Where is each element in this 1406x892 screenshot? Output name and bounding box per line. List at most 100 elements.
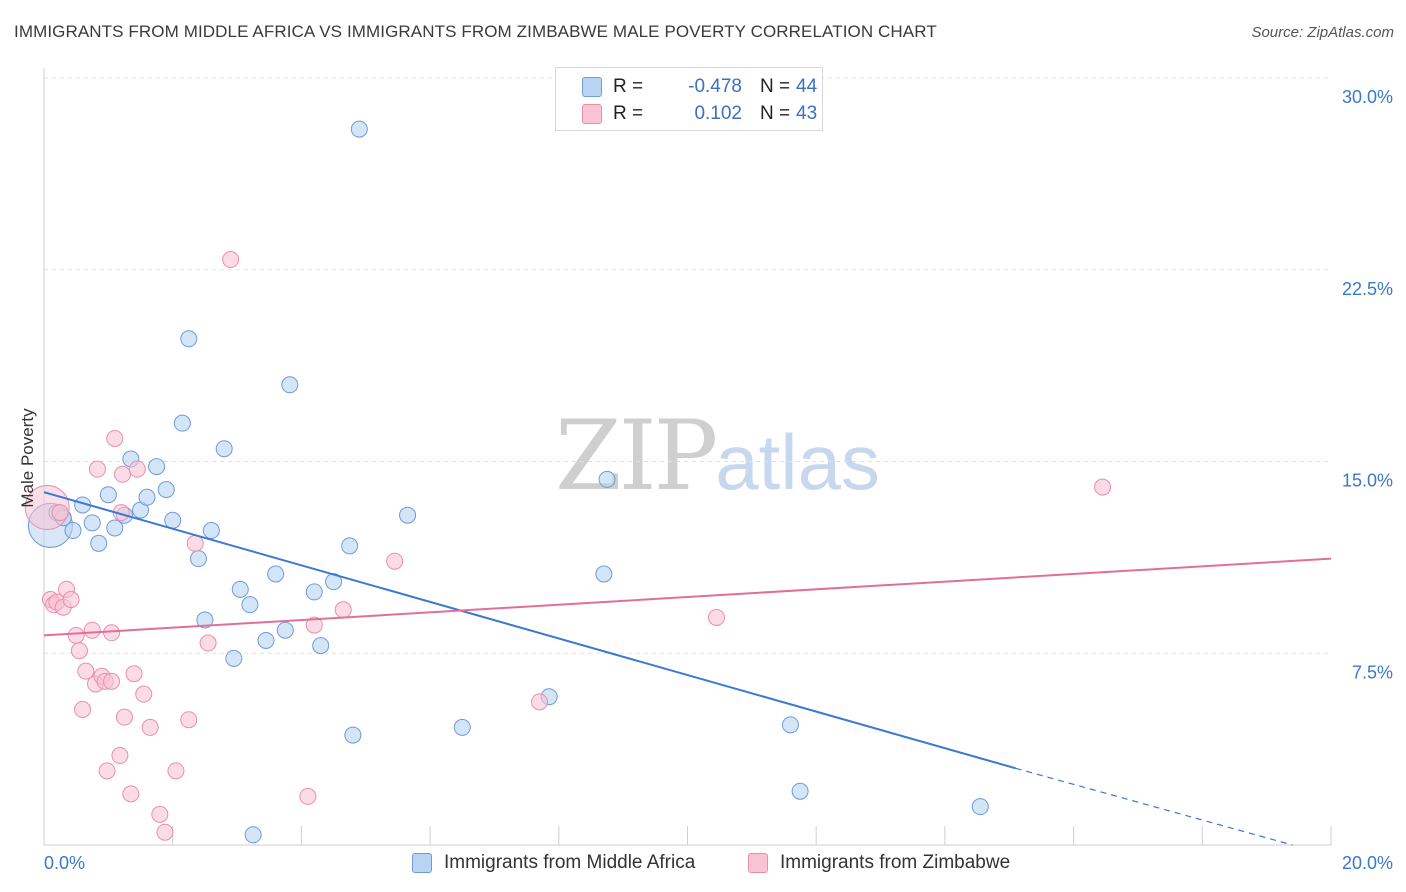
- tick-labels: 7.5% 15.0% 22.5% 30.0% 0.0% 20.0%: [44, 87, 1393, 873]
- zimbabwe-point: [222, 251, 240, 269]
- correlation-legend: R = -0.478 N = 44 R = 0.102 N = 43: [555, 67, 823, 131]
- zimbabwe-point: [77, 662, 95, 680]
- zimbabwe-point: [199, 634, 217, 652]
- x-tick-label: 0.0%: [44, 853, 85, 873]
- middle-africa-point: [595, 565, 613, 583]
- legend-r-label: R =: [613, 103, 644, 124]
- middle-africa-point: [189, 550, 207, 568]
- zimbabwe-point: [141, 718, 159, 736]
- middle-africa-point: [399, 506, 417, 524]
- middle-africa-point: [180, 330, 198, 348]
- middle-africa-point: [350, 120, 368, 138]
- legend-n-value: 43: [796, 103, 818, 124]
- middle-africa-point: [344, 726, 362, 744]
- middle-africa-point: [173, 414, 191, 432]
- middle-africa-point: [106, 519, 124, 537]
- middle-africa-point: [341, 537, 359, 555]
- zimbabwe-point: [135, 685, 153, 703]
- middle-africa-point: [164, 511, 182, 529]
- zimbabwe-point: [114, 465, 132, 483]
- zimbabwe-point: [299, 787, 317, 805]
- middle-africa-point: [231, 580, 249, 598]
- middle-africa-point: [267, 565, 285, 583]
- middle-africa-point: [281, 376, 299, 394]
- middle-africa-point: [83, 514, 101, 532]
- zimbabwe-point: [122, 785, 140, 803]
- zimbabwe-point: [103, 672, 121, 690]
- zimbabwe-point: [180, 711, 198, 729]
- zimbabwe-point: [386, 552, 404, 570]
- zimbabwe-point: [125, 665, 143, 683]
- middle-africa-point: [244, 826, 262, 844]
- zimbabwe-point: [167, 762, 185, 780]
- legend-n-label: N =: [760, 103, 791, 124]
- y-tick-label: 15.0%: [1342, 471, 1393, 491]
- middle-africa-point: [148, 458, 166, 476]
- legend-r-value: -0.478: [688, 76, 742, 97]
- zimbabwe-point: [334, 601, 352, 619]
- chart-source: Source: ZipAtlas.com: [1251, 24, 1394, 41]
- zimbabwe-point: [51, 504, 69, 522]
- middle-africa-point: [138, 488, 156, 506]
- zimbabwe-point: [70, 642, 88, 660]
- middle-africa-point: [971, 798, 989, 816]
- middle-africa-point: [99, 486, 117, 504]
- zimbabwe-swatch: [582, 104, 602, 124]
- bottom-legend-label: Immigrants from Zimbabwe: [780, 852, 1011, 873]
- zimbabwe-point: [88, 460, 106, 478]
- middle-africa-point: [312, 637, 330, 655]
- y-tick-label: 22.5%: [1342, 279, 1393, 299]
- middle-africa-point: [90, 534, 108, 552]
- middle-africa-point: [781, 716, 799, 734]
- middle-africa-point: [157, 481, 175, 499]
- y-tick-label: 30.0%: [1342, 87, 1393, 107]
- zimbabwe-point: [62, 591, 80, 609]
- zimbabwe-point: [151, 805, 169, 823]
- y-tick-label: 7.5%: [1352, 662, 1393, 682]
- zimbabwe-point: [111, 747, 129, 765]
- zimbabwe-point: [103, 624, 121, 642]
- zimbabwe-point: [530, 693, 548, 711]
- zimbabwe-point: [1094, 478, 1112, 496]
- zimbabwe-point: [128, 460, 146, 478]
- middle-africa-point: [791, 782, 809, 800]
- zimbabwe-point: [67, 626, 85, 644]
- zimbabwe-swatch: [748, 853, 768, 873]
- middle-africa-point: [64, 522, 82, 540]
- bottom-legend-label: Immigrants from Middle Africa: [444, 852, 696, 873]
- middle-africa-point: [453, 718, 471, 736]
- trend-lines: [43, 491, 1332, 846]
- legend-n-value: 44: [796, 76, 818, 97]
- zimbabwe-point: [106, 429, 124, 447]
- zimbabwe-point: [156, 823, 174, 841]
- zimbabwe-point: [115, 708, 133, 726]
- middle-africa-point: [225, 649, 243, 667]
- zimbabwe-trend-line: [43, 557, 1332, 637]
- middle-africa-point: [305, 583, 323, 601]
- middle-africa-points: [27, 120, 989, 844]
- middle-africa-trend-extension: [1015, 767, 1293, 846]
- chart-title: IMMIGRANTS FROM MIDDLE AFRICA VS IMMIGRA…: [14, 22, 937, 41]
- middle-africa-swatch: [582, 77, 602, 97]
- legend-n-label: N =: [760, 76, 791, 97]
- middle-africa-trend-line: [43, 491, 1016, 770]
- y-axis-label: Male Poverty: [18, 408, 37, 508]
- middle-africa-point: [215, 440, 233, 458]
- middle-africa-point: [257, 631, 275, 649]
- zimbabwe-point: [707, 608, 725, 626]
- legend-r-value: 0.102: [694, 103, 742, 124]
- grid: [44, 77, 1331, 654]
- zimbabwe-point: [74, 700, 92, 718]
- middle-africa-point: [598, 470, 616, 488]
- middle-africa-point: [196, 611, 214, 629]
- zimbabwe-points: [24, 251, 1112, 841]
- watermark-zip: ZIP: [555, 400, 718, 512]
- zimbabwe-point: [305, 616, 323, 634]
- zimbabwe-point: [83, 621, 101, 639]
- zimbabwe-point: [98, 762, 116, 780]
- middle-africa-point: [276, 621, 294, 639]
- middle-africa-swatch: [412, 853, 432, 873]
- middle-africa-point: [241, 596, 259, 614]
- x-tick-label: 20.0%: [1342, 853, 1393, 873]
